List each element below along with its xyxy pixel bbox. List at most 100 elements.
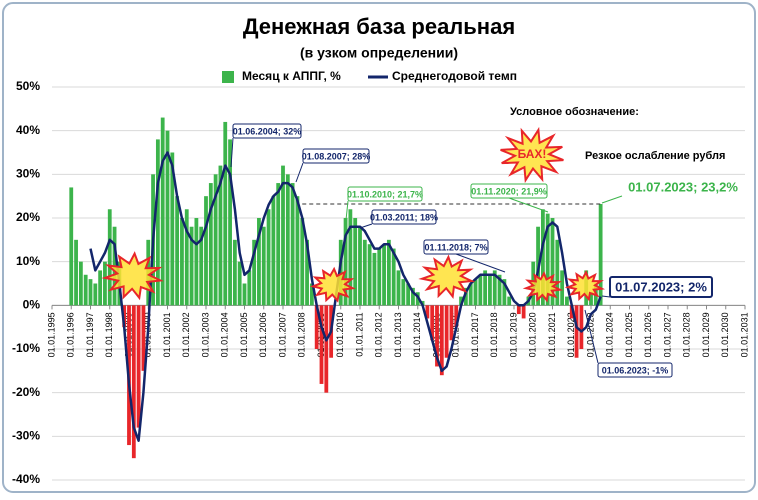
chart-title: Денежная база реальная xyxy=(243,14,515,39)
x-tick-label: 01.01.2031 xyxy=(739,312,749,357)
bar xyxy=(281,165,285,306)
bar xyxy=(78,261,83,306)
bar xyxy=(454,305,459,328)
y-tick-label: 10% xyxy=(16,254,40,268)
bar xyxy=(74,239,78,306)
bar xyxy=(324,305,329,393)
bar xyxy=(439,305,444,376)
annotation-box xyxy=(597,362,673,378)
x-tick-label: 01.01.2030 xyxy=(720,312,730,357)
annotation-arrow xyxy=(508,197,549,213)
bar xyxy=(516,305,521,315)
x-tick-label: 01.01.1997 xyxy=(85,312,95,357)
burst xyxy=(101,251,164,301)
bar xyxy=(478,274,483,306)
bar xyxy=(425,305,430,319)
x-tick-label: 01.01.2028 xyxy=(682,312,692,357)
bar xyxy=(338,239,343,306)
x-tick-label: 01.01.1995 xyxy=(46,312,56,357)
burst xyxy=(309,266,356,303)
annotation-text: 01.10.2010; 21,7% xyxy=(347,189,423,199)
bar xyxy=(386,239,391,306)
bar xyxy=(213,174,218,306)
bar xyxy=(401,279,406,306)
chart-subtitle: (в узком определении) xyxy=(300,45,458,61)
bar xyxy=(309,283,314,306)
bar xyxy=(218,165,223,306)
bar xyxy=(141,305,146,371)
annotation-arrow xyxy=(455,253,506,273)
bar xyxy=(353,218,358,306)
annotation-text: 01.07.2023; 23,2% xyxy=(628,179,738,194)
bar xyxy=(175,196,180,306)
x-tick-label: 01.01.2021 xyxy=(547,312,557,357)
bar xyxy=(295,196,300,306)
legend-burst xyxy=(500,126,564,184)
x-tick-label: 01.01.2023 xyxy=(585,312,595,357)
x-tick-label: 01.01.2008 xyxy=(297,312,307,357)
bar xyxy=(367,244,372,306)
bar xyxy=(88,279,93,306)
bar xyxy=(276,183,281,306)
bar xyxy=(103,261,107,306)
x-tick-label: 01.01.2005 xyxy=(239,312,249,357)
burst xyxy=(522,271,564,303)
bar xyxy=(372,252,377,306)
bar xyxy=(257,218,261,306)
bar xyxy=(382,244,386,306)
bar xyxy=(492,270,497,306)
annotation-box xyxy=(470,183,548,199)
x-tick-label: 01.01.2007 xyxy=(277,312,287,357)
bar xyxy=(261,226,266,306)
legend-swatch xyxy=(222,71,234,83)
x-tick-label: 01.01.2002 xyxy=(181,312,191,357)
y-tick-label: 20% xyxy=(16,210,40,224)
bar xyxy=(194,218,199,306)
y-tick-label: -40% xyxy=(12,472,40,486)
bar xyxy=(574,305,579,358)
bar xyxy=(228,139,232,306)
x-tick-label: 01.01.2001 xyxy=(162,312,172,357)
bar xyxy=(237,261,242,306)
x-tick-label: 01.01.2006 xyxy=(258,312,268,357)
x-tick-label: 01.01.2010 xyxy=(335,312,345,357)
bar xyxy=(305,239,309,306)
bar xyxy=(565,296,569,306)
x-tick-label: 01.01.2012 xyxy=(374,312,384,357)
annotation-arrow xyxy=(359,223,373,229)
bar xyxy=(271,196,276,306)
annotation-arrow xyxy=(584,309,599,364)
annotations: БАХ! Условное обозначение: Резкое ослаблен… xyxy=(101,106,738,378)
annotation-box xyxy=(347,186,423,202)
annotation-arrow xyxy=(601,295,611,298)
bar xyxy=(502,279,507,306)
annotation-arrow xyxy=(345,200,349,221)
y-tick-label: -30% xyxy=(12,429,40,443)
x-tick-label: 01.01.1996 xyxy=(66,312,76,357)
bar xyxy=(348,209,353,306)
line xyxy=(89,151,602,442)
x-tick-label: 01.01.2022 xyxy=(566,312,576,357)
bar xyxy=(579,305,584,349)
bar xyxy=(521,305,526,319)
x-tick-label: 01.01.2003 xyxy=(200,312,210,357)
annotation-arrow xyxy=(295,162,304,183)
annotation-text: 01.11.2020; 21,9% xyxy=(471,186,547,196)
x-tick-label: 01.01.2027 xyxy=(662,312,672,357)
legend-burst-text: БАХ! xyxy=(518,147,547,161)
bar xyxy=(136,305,141,428)
bar xyxy=(314,305,319,349)
bar xyxy=(473,279,478,306)
bar xyxy=(131,305,136,459)
bar xyxy=(488,274,492,306)
annotation-box xyxy=(371,209,437,225)
bar xyxy=(468,283,473,306)
bar xyxy=(189,226,194,306)
bar xyxy=(435,305,439,367)
bar xyxy=(290,183,295,306)
bar xyxy=(247,270,252,306)
annotation-box xyxy=(232,123,302,139)
x-tick-label: 01.01.1998 xyxy=(104,312,114,357)
bar xyxy=(83,274,88,306)
